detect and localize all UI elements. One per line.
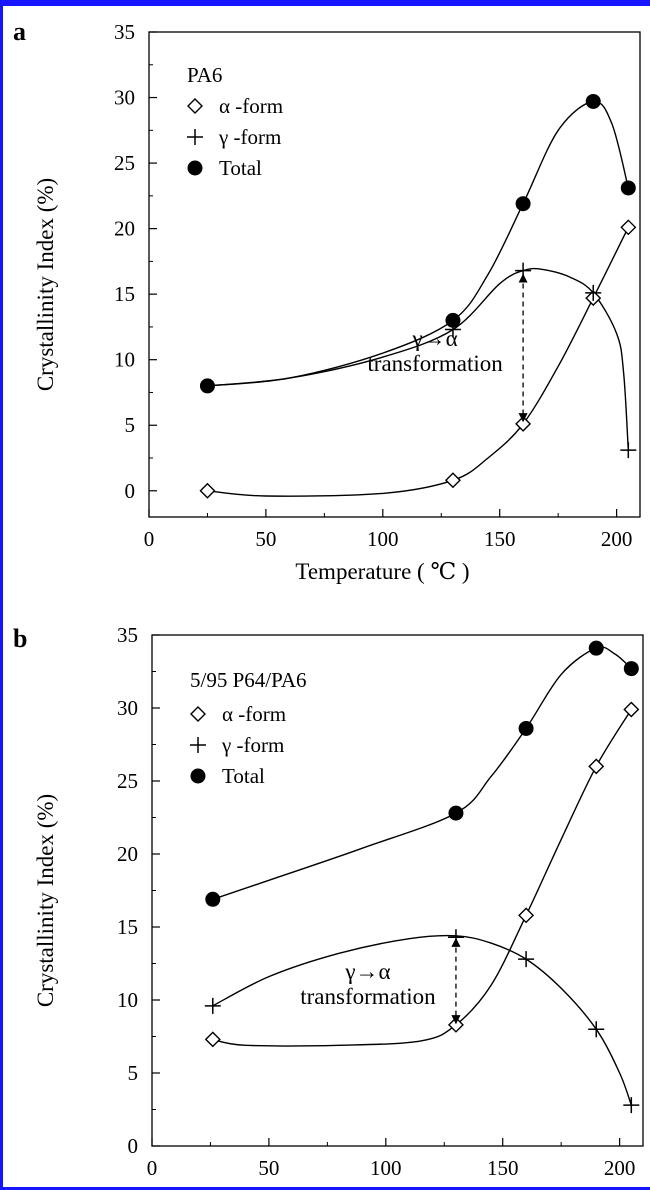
y-tick-label: 5 — [125, 413, 136, 437]
series-curve-diamond — [207, 226, 629, 497]
plot-frame — [148, 31, 641, 518]
legend-label: Total — [219, 156, 262, 180]
series-curve-circle — [207, 100, 629, 387]
data-point-circle — [588, 640, 604, 656]
data-point-circle — [623, 661, 639, 677]
y-axis-title: Crystallinity Index (%) — [33, 178, 58, 391]
y-tick-label: 25 — [114, 151, 135, 175]
x-tick-label: 50 — [258, 1156, 279, 1180]
data-point-plus — [623, 1097, 640, 1114]
x-tick-label: 0 — [147, 1156, 158, 1180]
y-tick-label: 35 — [117, 623, 138, 647]
annotation-transformation: transformation — [367, 351, 503, 376]
data-point-circle — [445, 312, 461, 328]
y-tick-label: 0 — [125, 479, 136, 503]
legend-marker-plus — [190, 737, 206, 753]
panel-title: 5/95 P64/PA6 — [190, 668, 307, 692]
y-tick-label: 20 — [114, 217, 135, 241]
data-point-diamond — [620, 219, 637, 236]
x-tick-label: 0 — [144, 527, 155, 551]
series-curve-circle — [212, 646, 632, 900]
legend-marker-plus — [187, 129, 203, 145]
legend-label: α -form — [222, 702, 286, 726]
y-tick-label: 15 — [117, 915, 138, 939]
x-axis-title: Temperature ( ℃ ) — [295, 559, 469, 584]
series-curve-diamond — [212, 709, 632, 1047]
y-tick-label: 25 — [117, 769, 138, 793]
legend-marker-circle — [190, 768, 206, 784]
y-axis-title: Crystallinity Index (%) — [33, 794, 58, 1007]
data-point-circle — [205, 891, 221, 907]
legend-marker-diamond — [187, 98, 203, 114]
data-point-circle — [585, 93, 601, 109]
y-tick-label: 5 — [128, 1061, 139, 1085]
y-tick-label: 10 — [114, 348, 135, 372]
data-point-circle — [515, 196, 531, 212]
data-point-plus — [620, 442, 637, 459]
y-tick-label: 0 — [128, 1134, 139, 1158]
data-point-diamond — [518, 907, 535, 924]
x-tick-label: 100 — [367, 527, 399, 551]
data-point-diamond — [204, 1031, 221, 1048]
legend-label: γ -form — [218, 125, 281, 149]
data-point-diamond — [444, 472, 461, 489]
y-tick-label: 10 — [117, 988, 138, 1012]
x-tick-label: 50 — [255, 527, 276, 551]
y-tick-label: 30 — [114, 86, 135, 110]
data-point-diamond — [588, 758, 605, 775]
data-point-plus — [585, 284, 602, 301]
data-point-circle — [620, 180, 636, 196]
data-point-plus — [518, 951, 535, 968]
data-point-diamond — [199, 482, 216, 499]
y-tick-label: 15 — [114, 282, 135, 306]
y-tick-label: 30 — [117, 696, 138, 720]
panel-letter: a — [13, 17, 26, 46]
x-tick-label: 100 — [370, 1156, 402, 1180]
panel-title: PA6 — [187, 63, 222, 87]
data-point-circle — [518, 720, 534, 736]
data-point-plus — [204, 997, 221, 1014]
data-point-circle — [448, 805, 464, 821]
legend-marker-diamond — [190, 706, 206, 722]
x-tick-label: 150 — [487, 1156, 519, 1180]
legend-marker-circle — [187, 160, 203, 176]
legend-label: γ -form — [221, 733, 284, 757]
annotation-gamma-alpha: γ→α — [411, 326, 457, 351]
annotation-transformation: transformation — [300, 984, 436, 1009]
series-curve-plus — [212, 934, 632, 1106]
panel-letter: b — [13, 624, 27, 653]
annotation-gamma-alpha: γ→α — [344, 959, 390, 984]
y-tick-label: 20 — [117, 842, 138, 866]
data-point-plus — [588, 1021, 605, 1038]
x-tick-label: 150 — [484, 527, 516, 551]
data-point-diamond — [623, 701, 640, 718]
legend-label: Total — [222, 764, 265, 788]
x-tick-label: 200 — [601, 527, 633, 551]
data-point-circle — [199, 378, 215, 394]
y-tick-label: 35 — [114, 20, 135, 44]
series-curve-plus — [207, 267, 629, 451]
x-tick-label: 200 — [604, 1156, 636, 1180]
legend-label: α -form — [219, 94, 283, 118]
